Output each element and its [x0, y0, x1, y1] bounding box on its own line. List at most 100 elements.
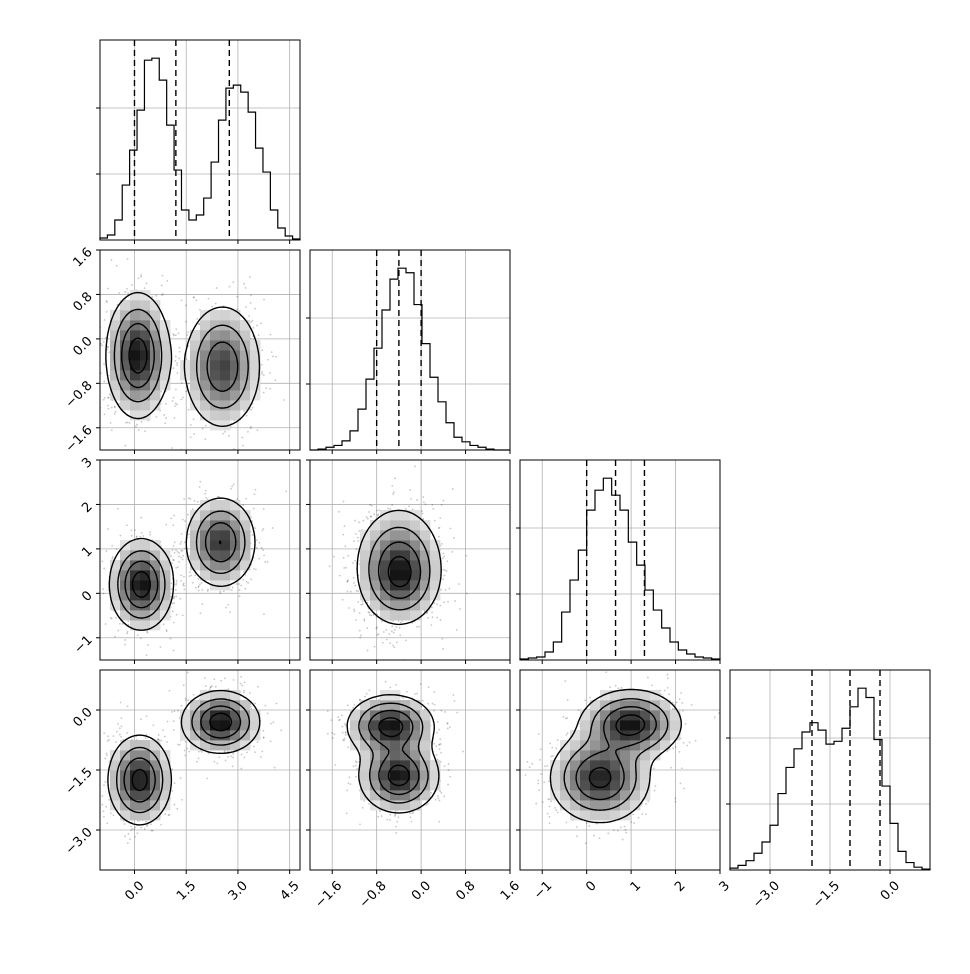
density-cell — [210, 350, 220, 360]
sample-point — [198, 323, 200, 325]
sample-point — [127, 620, 129, 622]
sample-point — [444, 569, 446, 571]
density-cell — [400, 570, 410, 580]
sample-point — [240, 768, 242, 770]
histogram-steps — [100, 58, 300, 240]
density-cell — [210, 400, 220, 410]
sample-point — [441, 638, 443, 640]
sample-point — [173, 602, 175, 604]
sample-point — [356, 590, 358, 592]
sample-point — [376, 626, 378, 628]
sample-point — [418, 626, 420, 628]
sample-point — [111, 545, 113, 547]
sample-point — [106, 754, 108, 756]
sample-point — [198, 586, 200, 588]
density-cell — [380, 520, 390, 530]
sample-point — [188, 497, 190, 499]
sample-point — [215, 686, 217, 688]
sample-point — [441, 504, 443, 506]
sample-point — [186, 748, 188, 750]
sample-point — [260, 322, 262, 324]
sample-point — [173, 367, 175, 369]
sample-point — [174, 782, 176, 784]
sample-point — [275, 356, 277, 358]
sample-point — [436, 603, 438, 605]
sample-point — [466, 593, 468, 595]
sample-point — [258, 558, 260, 560]
sample-point — [274, 379, 276, 381]
sample-point — [208, 298, 210, 300]
density-cell — [210, 360, 220, 370]
sample-point — [419, 675, 421, 677]
sample-point — [259, 542, 261, 544]
density-cell — [210, 310, 220, 320]
density-cell — [110, 330, 120, 340]
density-cell — [400, 560, 410, 570]
sample-point — [252, 534, 254, 536]
density-cell — [190, 540, 200, 550]
sample-point — [162, 293, 164, 295]
sample-point — [231, 486, 233, 488]
sample-point — [194, 574, 196, 576]
sample-point — [223, 451, 225, 453]
density-cell — [220, 370, 230, 380]
sample-point — [246, 415, 248, 417]
sample-point — [196, 761, 198, 763]
sample-point — [239, 589, 241, 591]
sample-point — [362, 520, 364, 522]
sample-point — [184, 750, 186, 752]
sample-point — [272, 527, 274, 529]
sample-point — [92, 329, 94, 331]
sample-point — [175, 356, 177, 358]
sample-point — [431, 607, 433, 609]
sample-point — [442, 578, 444, 580]
sample-point — [173, 334, 175, 336]
sample-point — [354, 560, 356, 562]
sample-point — [228, 688, 230, 690]
density-cell — [190, 400, 200, 410]
sample-point — [224, 677, 226, 679]
sample-point — [139, 536, 141, 538]
sample-point — [422, 496, 424, 498]
sample-point — [231, 589, 233, 591]
sample-point — [451, 551, 453, 553]
histogram-panel-0 — [96, 40, 300, 240]
sample-point — [171, 588, 173, 590]
sample-point — [446, 570, 448, 572]
sample-point — [252, 407, 254, 409]
sample-point — [416, 626, 418, 628]
sample-point — [191, 500, 193, 502]
sample-point — [123, 661, 125, 663]
sample-point — [127, 293, 129, 295]
density-cell — [230, 320, 240, 330]
sample-point — [134, 836, 136, 838]
sample-point — [261, 349, 263, 351]
sample-point — [144, 287, 146, 289]
sample-point — [176, 364, 178, 366]
sample-point — [176, 808, 178, 810]
sample-point — [182, 614, 184, 616]
sample-point — [430, 624, 432, 626]
sample-point — [393, 491, 395, 493]
sample-point — [263, 508, 265, 510]
sample-point — [192, 582, 194, 584]
sample-point — [111, 558, 113, 560]
sample-point — [250, 578, 252, 580]
sample-point — [166, 280, 168, 282]
histogram-panel-3 — [726, 670, 930, 870]
sample-point — [253, 508, 255, 510]
density-cell — [210, 370, 220, 380]
sample-point — [355, 533, 357, 535]
sample-point — [263, 375, 265, 377]
density-cell — [220, 310, 230, 320]
sample-point — [173, 397, 175, 399]
sample-point — [444, 575, 446, 577]
sample-point — [110, 812, 112, 814]
sample-point — [180, 580, 182, 582]
sample-point — [173, 515, 175, 517]
sample-point — [175, 589, 177, 591]
sample-point — [126, 524, 128, 526]
sample-point — [115, 617, 117, 619]
sample-point — [445, 589, 447, 591]
sample-point — [136, 424, 138, 426]
